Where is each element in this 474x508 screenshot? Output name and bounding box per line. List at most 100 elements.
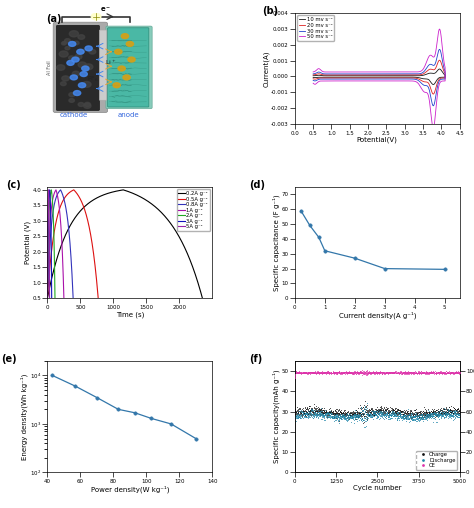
Point	[350, 410, 357, 418]
Point	[339, 411, 346, 420]
Point	[445, 368, 453, 376]
Point	[401, 413, 409, 421]
Point	[317, 411, 325, 419]
Point	[318, 408, 325, 417]
Point	[365, 369, 373, 377]
Point	[311, 367, 319, 375]
Point	[331, 409, 338, 417]
Point	[437, 369, 445, 377]
Point	[299, 369, 307, 377]
Point	[356, 367, 364, 375]
Point	[404, 368, 412, 376]
Line: 0.5A g⁻¹: 0.5A g⁻¹	[47, 190, 98, 298]
Point	[323, 368, 330, 376]
Point	[379, 368, 386, 376]
Point	[303, 368, 311, 376]
Point	[292, 370, 299, 378]
Point	[353, 368, 360, 376]
Point	[444, 408, 451, 416]
Point	[346, 414, 354, 422]
Point	[306, 408, 313, 416]
Point	[346, 368, 353, 376]
Point	[353, 410, 360, 418]
Point	[382, 411, 390, 419]
Point	[432, 411, 440, 419]
Point	[431, 407, 439, 416]
Point	[446, 413, 453, 421]
Point	[455, 407, 463, 415]
Point	[297, 368, 305, 376]
Point	[301, 409, 309, 418]
Point	[455, 369, 462, 377]
Point	[423, 413, 431, 421]
Point	[313, 408, 321, 416]
Point	[334, 409, 342, 417]
Point	[398, 369, 405, 377]
Point	[363, 413, 370, 421]
Point	[406, 369, 413, 377]
Circle shape	[82, 66, 89, 71]
Point	[385, 407, 393, 416]
Point	[315, 406, 322, 415]
1A g⁻¹	[49, 202, 55, 208]
Point	[379, 411, 387, 420]
Point	[375, 367, 383, 375]
Point	[406, 418, 413, 426]
Point	[412, 405, 420, 414]
Point	[443, 409, 451, 418]
Point	[437, 409, 444, 418]
Point	[335, 414, 343, 422]
Point	[456, 402, 464, 410]
Point	[373, 406, 380, 414]
Point	[408, 369, 416, 377]
0.5A g⁻¹	[45, 295, 50, 301]
Point	[305, 411, 312, 419]
Point	[406, 368, 414, 376]
Point	[345, 410, 353, 419]
Point	[322, 408, 329, 417]
Point	[337, 408, 345, 416]
Point	[304, 368, 311, 376]
Point	[439, 410, 447, 419]
Point	[448, 368, 456, 376]
Point	[448, 411, 456, 420]
Point	[396, 368, 403, 376]
Point	[386, 408, 393, 417]
Point	[411, 369, 419, 377]
Point	[448, 412, 456, 420]
Point	[321, 416, 329, 424]
Point	[409, 410, 416, 418]
Point	[299, 406, 306, 414]
Point	[413, 370, 420, 378]
Point	[367, 405, 375, 413]
Point	[316, 369, 323, 377]
Point	[402, 369, 410, 377]
Point	[413, 411, 421, 420]
Point	[327, 407, 335, 416]
Point	[451, 411, 459, 419]
Point	[455, 405, 463, 414]
Point	[443, 411, 450, 419]
Point	[437, 368, 444, 376]
Point	[368, 411, 376, 419]
Point	[296, 367, 303, 375]
Point	[376, 369, 383, 377]
Point	[454, 368, 461, 376]
Point	[304, 367, 312, 375]
Point	[381, 411, 389, 419]
Point	[424, 370, 432, 378]
Point	[312, 369, 319, 377]
Point	[340, 408, 347, 417]
Point	[425, 411, 433, 420]
Point	[388, 407, 395, 416]
Point	[328, 412, 336, 420]
Point	[314, 369, 322, 377]
Point	[369, 411, 376, 420]
Point	[348, 412, 356, 421]
Point	[367, 370, 375, 378]
Point	[379, 409, 386, 418]
Point	[318, 369, 325, 377]
Point	[391, 410, 399, 418]
Point	[369, 409, 376, 417]
Point	[332, 368, 340, 376]
